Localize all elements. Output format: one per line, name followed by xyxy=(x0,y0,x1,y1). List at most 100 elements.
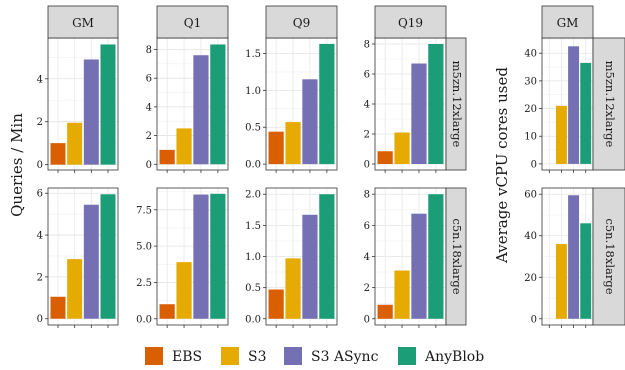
bar-anyblob xyxy=(100,194,116,319)
y-tick-label: 0.5 xyxy=(245,123,261,134)
panel-q19-c5n-18xlarge: 0 2 4 6 8 c5n.18xlarge xyxy=(364,187,467,328)
panel-border xyxy=(47,187,119,326)
bar-anyblob xyxy=(580,62,592,164)
bar-anyblob xyxy=(100,44,116,165)
y-tick-label: 10 xyxy=(524,132,537,143)
y-tick-label: 0.0 xyxy=(245,160,261,171)
strip-right-label: m5zn.12xlarge xyxy=(450,61,464,148)
bar-s3-async xyxy=(411,213,427,319)
y-tick-label: 2 xyxy=(37,117,43,128)
strip-top-label: GM xyxy=(557,16,579,30)
y-tick-label: 0 xyxy=(364,314,370,325)
y-tick-label: 40 xyxy=(524,231,537,242)
bar-anyblob xyxy=(319,194,335,319)
bar-ebs xyxy=(268,289,284,319)
panel-border xyxy=(265,187,338,326)
y-tick-label: 0.0 xyxy=(245,314,261,325)
strip-top-label: Q1 xyxy=(184,16,201,30)
bar-anyblob xyxy=(428,44,444,164)
y-tick-label: 5.0 xyxy=(136,242,152,253)
panel-q1-c5n-18xlarge: 0.0 2.5 5.0 7.5 xyxy=(136,187,229,328)
strip-right-label: m5zn.12xlarge xyxy=(603,61,617,148)
panel-q9-c5n-18xlarge: 0.0 0.5 1.0 1.5 2.0 xyxy=(245,187,338,328)
bar-anyblob xyxy=(319,43,335,165)
y-tick-label: 0 xyxy=(37,314,43,325)
y-tick-label: 1.0 xyxy=(245,86,261,97)
bar-s3 xyxy=(67,259,83,319)
legend-swatch-anyblob xyxy=(398,347,416,365)
bar-anyblob xyxy=(210,193,226,319)
strip-right-label: c5n.18xlarge xyxy=(450,218,464,294)
y-tick-label: 2.5 xyxy=(136,278,152,289)
strip-right xyxy=(592,37,625,171)
bar-s3-async xyxy=(193,194,209,319)
y-tick-label: 2 xyxy=(364,283,370,294)
y-tick-label: 4 xyxy=(364,100,370,111)
bar-s3-async xyxy=(568,46,580,164)
y-tick-label: 6 xyxy=(146,74,152,85)
bar-anyblob xyxy=(580,223,592,319)
strip-right xyxy=(445,37,467,171)
y-tick-label: 20 xyxy=(524,273,537,284)
strip-top xyxy=(374,5,447,39)
bar-anyblob xyxy=(210,44,226,165)
y-tick-label: 0 xyxy=(364,160,370,171)
bar-ebs xyxy=(377,151,393,164)
legend-label-s3: S3 xyxy=(248,349,267,365)
y-tick-label: 20 xyxy=(524,104,537,115)
y-tick-label: 6 xyxy=(364,70,370,81)
bar-s3 xyxy=(394,132,410,164)
y-tick-label: 4 xyxy=(364,252,370,263)
bar-s3 xyxy=(176,128,192,165)
legend-label-s3-async: S3 ASync xyxy=(311,349,379,365)
bar-anyblob xyxy=(428,194,444,319)
bar-s3 xyxy=(555,105,567,164)
y-tick-label: 6 xyxy=(37,189,43,200)
bar-s3 xyxy=(394,270,410,319)
panel-q9-m5zn-12xlarge: 0.0 0.5 1.0 1.5 Q9 xyxy=(245,5,338,173)
strip-top xyxy=(47,5,119,39)
bar-ebs xyxy=(159,304,175,319)
strip-right xyxy=(592,187,625,326)
legend-swatch-s3 xyxy=(221,347,239,365)
bar-s3-async xyxy=(568,195,580,319)
bar-ebs xyxy=(268,131,284,165)
panel-gm-c5n-18xlarge: 0 2 4 6 xyxy=(37,187,119,328)
panel-q19-m5zn-12xlarge: 0 2 4 6 8 Q19 m5zn.12xlarge xyxy=(364,5,467,173)
y-tick-label: 7.5 xyxy=(136,205,152,216)
y-tick-label: 2 xyxy=(364,130,370,141)
y-tick-label: 0.0 xyxy=(136,314,152,325)
y-tick-label: 6 xyxy=(364,221,370,232)
bar-s3-async xyxy=(302,214,318,319)
y-tick-label: 1.0 xyxy=(245,252,261,263)
bar-s3 xyxy=(285,122,301,165)
legend-label-anyblob: AnyBlob xyxy=(424,349,484,365)
y-tick-label: 0 xyxy=(146,160,152,171)
panel-border xyxy=(156,187,229,326)
strip-top xyxy=(541,5,594,39)
y-tick-label: 8 xyxy=(364,190,370,201)
legend-swatch-s3-async xyxy=(284,347,302,365)
panel-q1-m5zn-12xlarge: 0 2 4 6 8 Q1 xyxy=(146,5,229,173)
bar-s3 xyxy=(285,258,301,319)
bar-s3-async xyxy=(302,79,318,165)
y-tick-label: 2.0 xyxy=(245,190,261,201)
bar-s3-async xyxy=(83,59,99,165)
bar-ebs xyxy=(159,149,175,165)
y-tick-label: 4 xyxy=(146,102,152,113)
bar-s3-async xyxy=(83,204,99,319)
y-tick-label: 1.5 xyxy=(245,49,261,60)
strip-right-label: c5n.18xlarge xyxy=(603,218,617,294)
left-y-axis-title: Queries / Min xyxy=(8,113,26,217)
bar-s3 xyxy=(555,244,567,319)
panel-gm-m5zn-12xlarge: 0 10 20 30 40 GM m5zn.12xlarge xyxy=(524,5,625,173)
bar-s3-async xyxy=(411,63,427,164)
bar-s3 xyxy=(176,262,192,319)
y-tick-label: 2 xyxy=(146,131,152,142)
bar-ebs xyxy=(50,296,66,319)
y-tick-label: 8 xyxy=(146,45,152,56)
y-tick-label: 1.5 xyxy=(245,221,261,232)
right-y-axis-title: Average vCPU cores used xyxy=(493,67,511,264)
y-tick-label: 40 xyxy=(524,49,537,60)
panel-gm-c5n-18xlarge: 0 20 40 60 c5n.18xlarge xyxy=(524,187,625,328)
